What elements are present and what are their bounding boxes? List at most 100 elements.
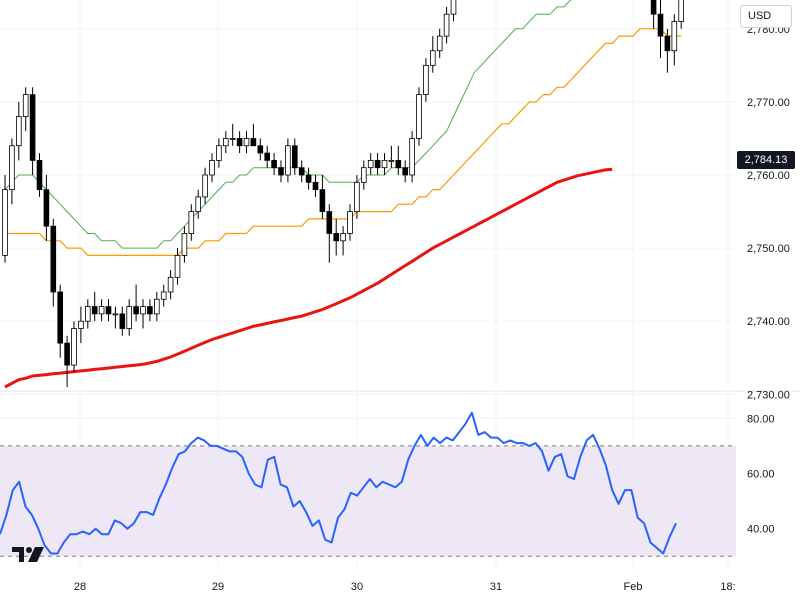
candle <box>243 131 250 154</box>
candle-body-up <box>354 181 360 212</box>
candle <box>319 175 326 219</box>
candle-body-down <box>291 145 298 169</box>
candle <box>43 175 50 241</box>
candle <box>195 189 202 219</box>
last-price-value: 2,784.13 <box>744 154 788 166</box>
candle <box>57 284 63 358</box>
candle-body-up <box>181 233 188 256</box>
candle-body-down <box>657 13 664 37</box>
rsi-tick-label: 80.00 <box>747 413 775 425</box>
candle <box>443 6 450 44</box>
currency-label: USD <box>748 10 772 22</box>
time-tick-label: 30 <box>351 581 363 593</box>
candle <box>354 175 360 219</box>
candle-body-up <box>340 233 346 242</box>
candle <box>264 145 270 168</box>
candle-body-up <box>195 196 202 212</box>
candle <box>22 87 29 132</box>
candle <box>105 299 112 322</box>
candle-body-up <box>15 116 22 147</box>
candle-body-down <box>402 167 408 176</box>
candle-body-up <box>671 21 678 52</box>
candle-body-down <box>105 306 112 315</box>
candle <box>678 0 684 29</box>
rsi-indicator <box>0 411 677 555</box>
logo-slash-shape <box>28 547 44 562</box>
candle-body-down <box>650 0 657 15</box>
candle <box>15 101 22 161</box>
currency-selector[interactable]: USD <box>740 5 792 28</box>
candle-body-up <box>409 138 415 176</box>
candle-body-up <box>443 13 450 37</box>
candle-body-down <box>271 159 277 169</box>
candle-body-down <box>326 211 333 234</box>
candle <box>664 28 671 73</box>
candle <box>423 58 429 102</box>
candle <box>450 0 457 22</box>
rsi-tick-label: 60.00 <box>747 469 775 481</box>
candle <box>188 204 195 241</box>
candle-body-up <box>285 145 291 176</box>
candle-body-up <box>243 138 250 147</box>
candle-body-down <box>36 159 43 191</box>
candle <box>216 138 222 168</box>
candle <box>160 284 167 307</box>
candle-body-up <box>140 306 146 315</box>
candle <box>98 299 105 322</box>
candle-body-down <box>264 152 270 161</box>
candle <box>291 138 298 175</box>
candle <box>209 153 215 183</box>
candle-body-down <box>298 167 305 176</box>
candle <box>222 131 229 154</box>
time-axis[interactable]: 28 29 30 31 Feb 18: <box>74 581 736 593</box>
candle <box>374 153 381 175</box>
candle <box>9 138 15 205</box>
candle-body-up <box>202 174 208 198</box>
time-tick-label: Feb <box>624 581 643 593</box>
candle <box>429 36 436 73</box>
candle <box>250 123 257 147</box>
candle-body-up <box>174 255 181 278</box>
candle <box>29 87 36 175</box>
candle <box>2 175 8 263</box>
candle-body-up <box>78 320 84 329</box>
candle <box>78 306 84 344</box>
candle <box>126 299 133 336</box>
time-tick-label: 31 <box>490 581 502 593</box>
candle-body-up <box>367 159 374 169</box>
candle-body-down <box>305 174 312 183</box>
candle-body-down <box>91 306 98 315</box>
candle <box>333 218 339 256</box>
candle-body-up <box>167 276 174 293</box>
candle <box>229 123 236 146</box>
price-tick-label: 2,770.00 <box>747 97 790 109</box>
candle <box>326 204 333 263</box>
candle-body-down <box>147 306 153 315</box>
candle-body-down <box>664 35 671 52</box>
candle-body-down <box>57 291 63 344</box>
candle-body-up <box>112 313 119 316</box>
candle-body-up <box>209 159 215 176</box>
candle <box>174 248 181 285</box>
candle-body-down <box>43 189 50 227</box>
candle-body-down <box>319 189 326 212</box>
candle <box>388 145 395 168</box>
candle <box>416 87 422 146</box>
candle <box>85 299 91 329</box>
tradingview-logo[interactable] <box>12 544 44 564</box>
candle <box>367 153 374 175</box>
candle-body-down <box>236 138 243 147</box>
candle <box>436 28 443 59</box>
time-tick-label: 28 <box>74 581 86 593</box>
candle-body-down <box>250 138 257 147</box>
candle-body-up <box>2 189 8 256</box>
candle-body-up <box>360 167 367 183</box>
candle <box>409 131 415 183</box>
candle <box>36 153 43 197</box>
candle-body-up <box>678 0 684 22</box>
price-axis[interactable]: 2,730.00 2,740.00 2,750.00 2,760.00 2,770.00… <box>747 0 790 536</box>
candle <box>64 335 70 387</box>
candle-body-up <box>160 291 167 300</box>
candle-body-down <box>119 313 126 329</box>
